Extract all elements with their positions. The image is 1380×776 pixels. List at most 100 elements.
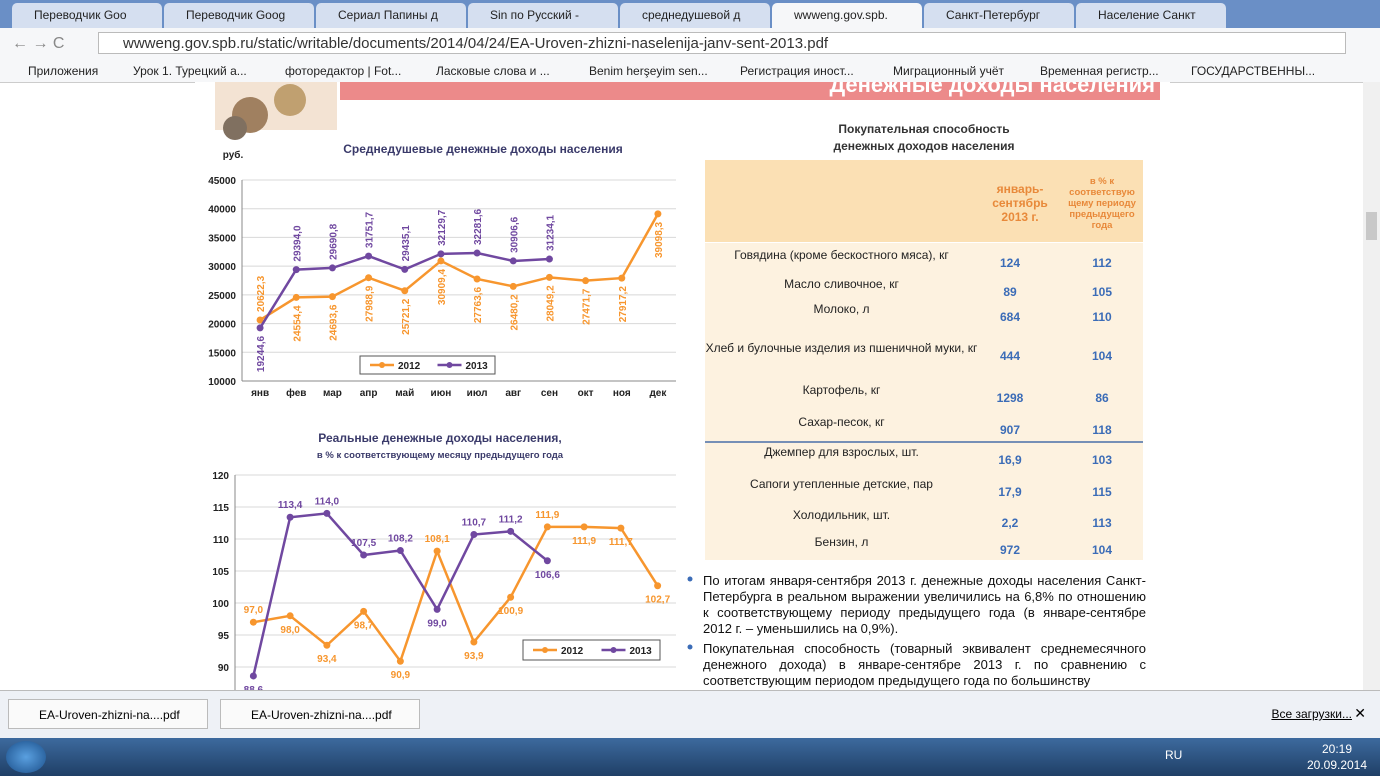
y-tick-label: 120 — [212, 471, 229, 482]
row-value: 115 — [1092, 484, 1112, 499]
bookmark[interactable]: Урок 1. Турецкий а... — [133, 64, 247, 78]
x-tick-label: ноя — [613, 388, 631, 399]
y-tick-label: 20000 — [208, 320, 236, 331]
downloads-bar: Все загрузки... ✕ EA-Uroven-zhizni-na...… — [0, 690, 1380, 739]
bookmark[interactable]: Регистрация иност... — [740, 64, 854, 78]
data-label: 111,7 — [609, 537, 633, 548]
legend-label: 2012 — [398, 361, 421, 372]
x-tick-label: май — [395, 388, 414, 399]
row-value: 16,9 — [998, 453, 1022, 467]
y-tick-label: 30000 — [208, 262, 236, 273]
row-name: Холодильник, шт. — [792, 507, 891, 522]
data-point — [396, 547, 404, 555]
data-label: 27988,9 — [365, 285, 376, 322]
bookmark[interactable]: ГОСУДАРСТВЕННЫ... — [1191, 64, 1316, 78]
data-label: 27471,7 — [582, 288, 593, 325]
data-label: 100,9 — [498, 606, 523, 617]
legend-label: 2012 — [561, 646, 584, 657]
data-point — [249, 672, 257, 680]
row-value: 113 — [1092, 515, 1112, 530]
data-label: 102,7 — [645, 595, 670, 606]
data-point — [617, 524, 625, 532]
bookmarks-bar: Приложения Урок 1. Турецкий а... фоторедак… — [0, 58, 1380, 83]
data-label: 107,5 — [351, 538, 376, 549]
table-title: денежных доходов населения — [833, 139, 1015, 153]
y-tick-label: 115 — [213, 503, 230, 514]
y-tick-label: 95 — [218, 631, 230, 642]
legend-swatch — [446, 362, 453, 368]
tab[interactable]: среднедушевой д — [620, 3, 770, 28]
start-button[interactable] — [6, 741, 46, 773]
data-point — [545, 273, 553, 281]
data-point — [543, 557, 551, 565]
address-bar[interactable]: wwweng.gov.spb.ru/static/writable/docume… — [98, 32, 1346, 54]
data-label: 93,9 — [464, 651, 484, 662]
tab[interactable]: Переводчик Goo — [12, 3, 162, 28]
data-point — [292, 266, 300, 274]
data-point — [437, 257, 445, 265]
bookmark[interactable]: Ласковые слова и ... — [436, 64, 550, 78]
data-point — [543, 523, 551, 531]
data-point — [507, 527, 515, 535]
row-value: 110 — [1092, 309, 1112, 324]
x-tick-label: апр — [360, 388, 378, 399]
data-point — [580, 523, 588, 531]
data-label: 27763,6 — [473, 287, 484, 324]
tab[interactable]: Сериал Папины д — [316, 3, 466, 28]
bookmark[interactable]: Миграционный учёт — [893, 64, 1005, 78]
data-point — [654, 582, 662, 590]
x-tick-label: сен — [541, 388, 558, 399]
tab[interactable]: Sin по Русский - — [468, 3, 618, 28]
download-item[interactable]: EA-Uroven-zhizni-na....pdf — [220, 699, 420, 729]
bookmark[interactable]: Benim herşeyim sen... — [589, 64, 708, 78]
data-label: 26480,2 — [509, 294, 520, 331]
table-title: Покупательная способность — [838, 122, 1010, 136]
bullet-text: По итогам января-сентября 2013 г. денежн… — [703, 573, 1146, 636]
data-point — [509, 257, 517, 265]
tab-strip: Переводчик Goo Переводчик Goog Сериал Папи… — [0, 0, 1380, 28]
y-tick-label: 110 — [213, 535, 230, 546]
tab[interactable]: wwweng.gov.spb. — [772, 3, 922, 28]
row-name: Хлеб и булочные изделия из пшеничной мук… — [705, 340, 978, 355]
tab[interactable]: Население Санкт — [1076, 3, 1226, 28]
download-item[interactable]: EA-Uroven-zhizni-na....pdf — [8, 699, 208, 729]
bookmark[interactable]: Приложения — [28, 64, 99, 78]
legend-label: 2013 — [466, 361, 489, 372]
data-label: 98,0 — [280, 625, 300, 636]
data-point — [470, 638, 478, 646]
data-label: 31751,7 — [365, 211, 376, 248]
tab[interactable]: Санкт-Петербург — [924, 3, 1074, 28]
row-name: Молоко, л — [813, 301, 870, 316]
data-point — [545, 255, 553, 263]
data-label: 19244,6 — [256, 335, 267, 372]
data-label: 30906,6 — [509, 216, 520, 253]
data-point — [582, 277, 590, 285]
data-label: 113,4 — [278, 500, 303, 511]
bookmark[interactable]: Временная регистр... — [1040, 64, 1159, 78]
data-point — [292, 293, 300, 301]
table-header: январь-сентябрь 2013 г. — [992, 181, 1048, 224]
row-value: 103 — [1091, 453, 1113, 467]
bookmark[interactable]: фоторедактор | Fot... — [285, 64, 402, 78]
table-header: в % к соответствую щему периоду предыдущ… — [1068, 175, 1136, 231]
tab[interactable]: Переводчик Goog — [164, 3, 314, 28]
clock-time: 20:19 — [1321, 742, 1353, 756]
row-value: 2,2 — [1001, 515, 1019, 530]
language[interactable]: RU — [1165, 748, 1183, 762]
row-value: 972 — [999, 543, 1021, 557]
bullet-text: Покупательная способность (товарный экви… — [703, 641, 1146, 688]
scrollbar[interactable] — [1363, 82, 1380, 690]
legend-label: 2013 — [630, 646, 653, 657]
row-name: Говядина (кроме бескостного мяса), кг — [734, 248, 949, 262]
data-label: 108,2 — [388, 534, 413, 545]
x-tick-label: дек — [649, 388, 667, 399]
data-point — [618, 274, 626, 282]
all-downloads[interactable]: Все загрузки... — [1271, 707, 1352, 721]
nav-buttons[interactable]: ← → C — [0, 28, 95, 58]
data-point — [256, 316, 264, 324]
data-label: 111,2 — [499, 514, 523, 525]
chart-title: Реальные денежные доходы населения, — [318, 431, 561, 445]
close[interactable]: ✕ — [1354, 705, 1366, 721]
legend-swatch — [610, 647, 617, 653]
row-value: 89 — [1003, 284, 1017, 299]
